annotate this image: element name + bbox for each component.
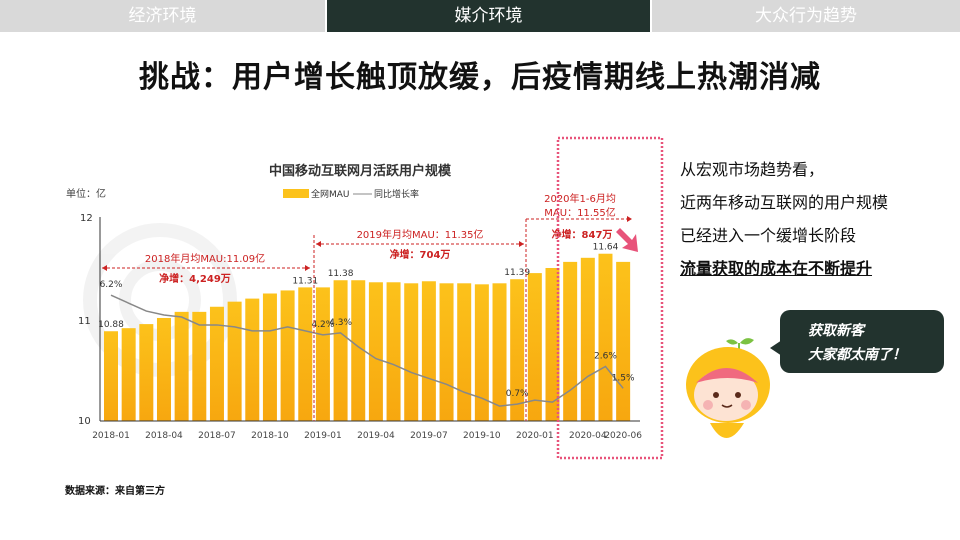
x-tick-label: 2019-10 (463, 431, 501, 441)
bar-2018-10 (262, 293, 277, 421)
bar-2019-07 (421, 281, 436, 421)
annotation-2019-avg: 2019年月均MAU：11.35亿 (357, 228, 484, 241)
x-tick-label: 2020-01 (516, 431, 554, 441)
y-tick-12: 12 (80, 213, 93, 224)
annotation-2020-avg: MAU：11.55亿 (544, 206, 615, 219)
data-source: 数据来源：来自第三方 (65, 486, 165, 497)
y-tick-10: 10 (78, 416, 91, 427)
bar-2019-12 (510, 279, 525, 421)
annotation-2020-net: 净增：847万 (552, 228, 613, 241)
bubble-line-2: 大家都太南了！ (808, 347, 906, 363)
insight-line-1: 从宏观市场趋势看， (680, 160, 825, 179)
tab-public-behavior-trends[interactable]: 大众行为趋势 (652, 0, 960, 32)
growth-value-label: 1.5% (612, 373, 635, 383)
bar-2020-04 (580, 257, 595, 421)
insight-line-2: 近两年移动互联网的用户规模 (680, 193, 889, 212)
bar-2020-03 (563, 261, 578, 421)
growth-value-label: 6.2% (100, 280, 123, 290)
annotation-2018-avg: 2018年月均MAU:11.09亿 (145, 252, 265, 265)
bar-value-label: 11.39 (504, 268, 530, 278)
bar-2018-12 (298, 287, 313, 421)
x-tick-label: 2019-01 (304, 431, 342, 441)
bar-2018-11 (280, 290, 295, 421)
bar-2019-10 (474, 284, 489, 421)
bar-2018-06 (192, 311, 207, 421)
growth-value-label: 0.7% (506, 389, 529, 399)
bar-2018-03 (139, 324, 154, 421)
speech-bubble-tail (770, 340, 782, 356)
bar-2020-02 (545, 268, 560, 421)
tab-economic-environment[interactable]: 经济环境 (0, 0, 325, 32)
bar-2018-08 (227, 301, 242, 421)
bar-2019-05 (386, 282, 401, 421)
x-tick-label: 2019-07 (410, 431, 448, 441)
x-tick-label: 2018-04 (145, 431, 183, 441)
bar-2020-06 (616, 261, 631, 421)
bar-2019-09 (457, 283, 472, 421)
y-tick-11: 11 (78, 316, 91, 327)
x-tick-label: 2018-10 (251, 431, 289, 441)
bar-2019-04 (368, 282, 383, 421)
bar-value-label: 11.31 (292, 276, 318, 286)
bar-value-label: 10.88 (98, 320, 124, 330)
mau-chart: 中国移动互联网月活跃用户规模 单位：亿 全网MAU 同比增长率 12 11 10… (60, 135, 665, 460)
legend-growth: 同比增长率 (374, 188, 419, 200)
tab-media-environment[interactable]: 媒介环境 (327, 0, 650, 32)
bar-2019-11 (492, 283, 507, 421)
bar-2018-04 (156, 317, 171, 421)
bar-2020-05 (598, 253, 613, 421)
bar-2018-01 (104, 331, 118, 421)
bar-value-label: 11.38 (328, 269, 354, 279)
annotation-2018-net: 净增：4,249万 (159, 272, 231, 285)
speech-bubble: 获取新客 大家都太南了！ (770, 310, 944, 373)
bar-2019-08 (439, 283, 454, 421)
legend-mau: 全网MAU (311, 188, 350, 200)
bar-2019-01 (315, 287, 330, 421)
unit-label: 单位：亿 (66, 187, 106, 200)
bar-2018-07 (209, 306, 224, 421)
x-tick-label: 2018-01 (92, 431, 130, 441)
annotation-2019-net: 净增：704万 (390, 248, 451, 261)
mascot-illustration (686, 338, 770, 438)
growth-value-label: 4.3% (329, 318, 352, 328)
bar-2019-02 (333, 280, 348, 421)
annotation-2020-title: 2020年1-6月均 (544, 192, 616, 205)
x-tick-label: 2020-04 (569, 431, 607, 441)
bar-2019-03 (351, 280, 366, 421)
bar-2019-06 (404, 283, 419, 421)
growth-rate-line (110, 294, 624, 407)
highlight-box (556, 136, 664, 460)
bar-2020-01 (527, 273, 542, 421)
x-tick-label: 2020-06 (604, 431, 642, 441)
legend-bar-swatch (283, 189, 309, 198)
insight-emphasis: 流量获取的成本在不断提升 (680, 259, 873, 278)
x-tick-label: 2018-07 (198, 431, 236, 441)
bubble-line-1: 获取新客 (808, 323, 864, 339)
insight-line-3: 已经进入一个缓增长阶段 (680, 226, 857, 245)
down-arrow-icon (616, 228, 638, 252)
x-tick-label: 2019-04 (357, 431, 395, 441)
bar-2018-09 (245, 298, 260, 421)
growth-value-label: 4.2% (311, 320, 334, 330)
page-title: 挑战：用户增长触顶放缓，后疫情期线上热潮消减 (139, 60, 821, 95)
growth-value-label: 2.6% (594, 352, 617, 362)
bar-2018-02 (121, 328, 136, 421)
bar-value-label: 11.64 (593, 243, 619, 253)
chart-title: 中国移动互联网月活跃用户规模 (269, 163, 452, 179)
bar-2018-05 (174, 311, 189, 421)
